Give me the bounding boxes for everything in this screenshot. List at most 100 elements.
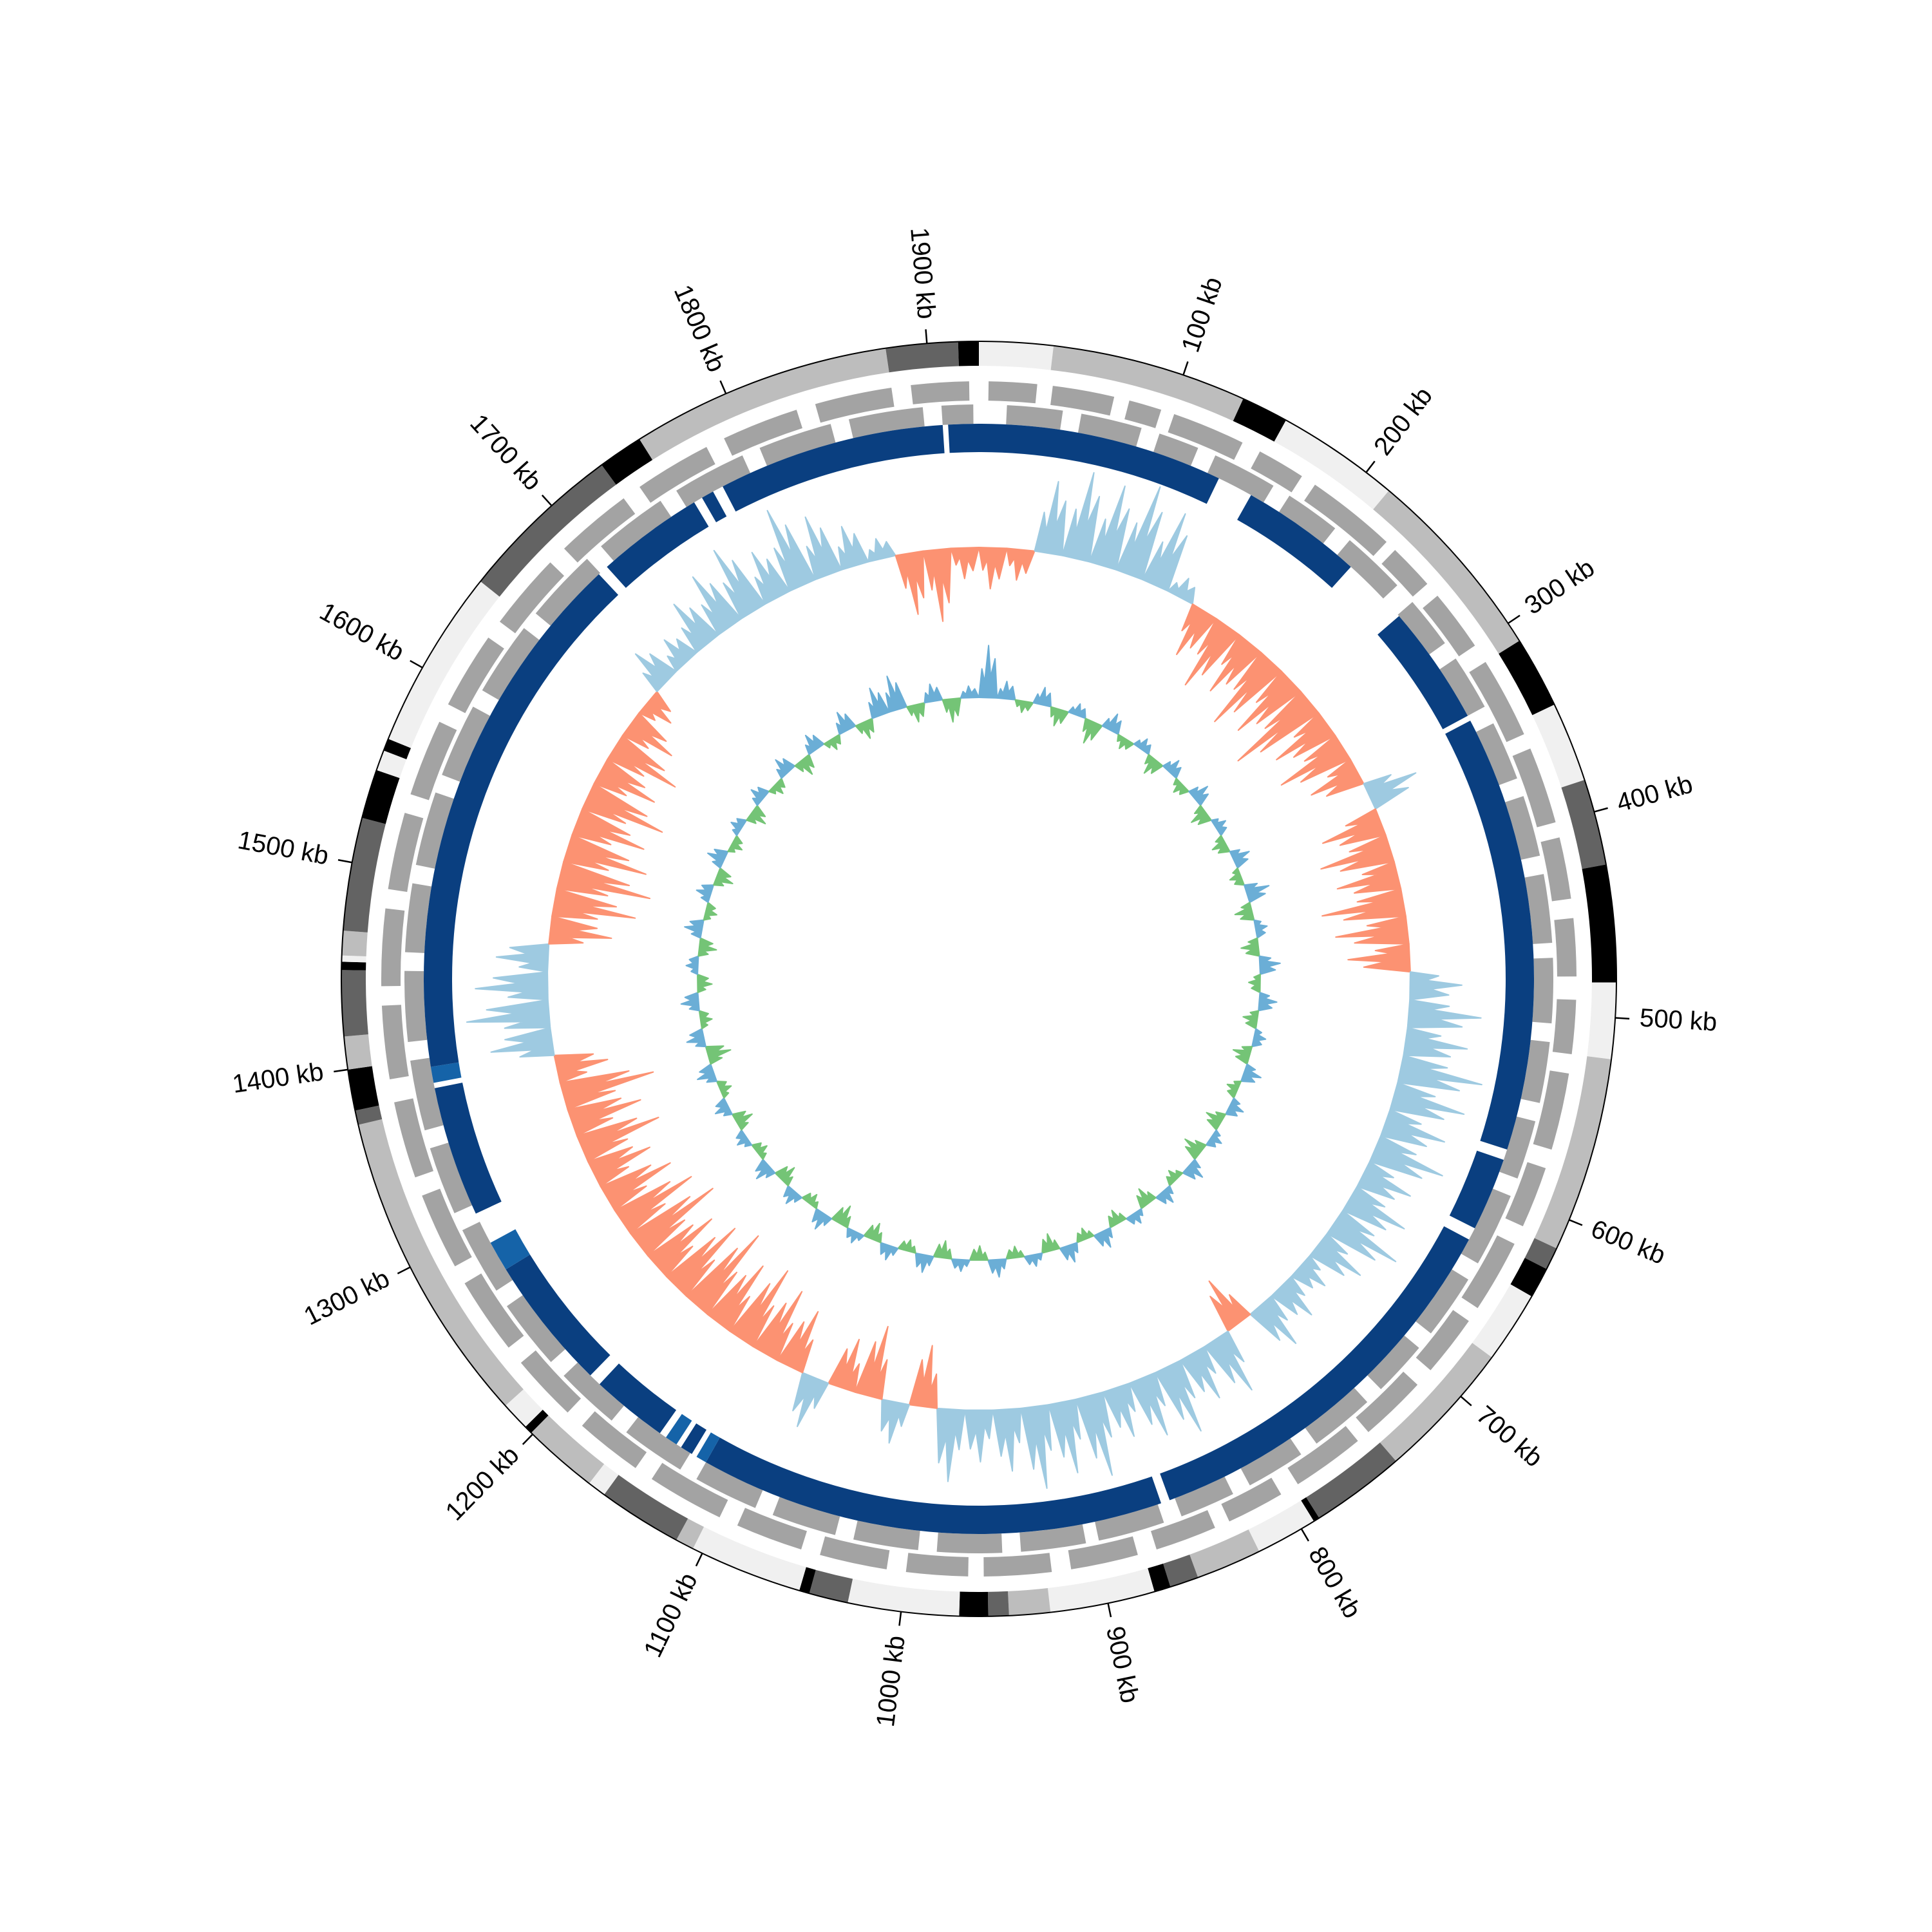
band [1379, 1343, 1492, 1461]
gc-skew-bar [1176, 603, 1217, 656]
gc-content-spike [1225, 1097, 1244, 1117]
gc-content-spike [1136, 1188, 1157, 1209]
gc-content-spike [1125, 1208, 1144, 1225]
tick-label: 1800 kb [668, 281, 731, 376]
gene [1520, 1039, 1550, 1103]
tick-mark [695, 1553, 703, 1567]
gene [1279, 495, 1336, 544]
gc-skew-bar [1271, 1276, 1312, 1316]
gene [1207, 455, 1274, 503]
gc-content-spike [1229, 849, 1250, 869]
band [383, 739, 412, 759]
tick-label: 1300 kb [299, 1264, 394, 1331]
gc-content-spike [1251, 1028, 1267, 1048]
gene [911, 381, 970, 404]
gc-content-spike [1117, 734, 1135, 750]
gc-content-spike [951, 1258, 971, 1273]
tick-mark [1615, 1017, 1630, 1020]
gc-skew-bar [706, 1265, 764, 1332]
gene [601, 500, 672, 561]
gc-content-spike [794, 753, 815, 775]
gc-content-spike [1242, 1010, 1260, 1030]
band [848, 1578, 960, 1616]
gc-content-spike [1226, 1081, 1242, 1099]
region [723, 424, 945, 512]
gc-skew-bar [559, 1070, 654, 1110]
gc-skew-bar [1088, 485, 1130, 571]
band [341, 955, 366, 963]
gene [1552, 999, 1577, 1055]
gc-skew-bar [1102, 1382, 1136, 1437]
gc-content-spike [1173, 777, 1190, 795]
gc-content-spike [715, 1081, 732, 1099]
gc-skew-bar [1179, 1345, 1220, 1399]
gene [1540, 837, 1571, 902]
gc-content-spike [923, 683, 943, 704]
gc-content-spike [1240, 937, 1260, 957]
gc-skew-bar [600, 1162, 671, 1211]
gc-skew-bar [1115, 486, 1163, 580]
gc-skew-bar [1342, 1186, 1405, 1231]
tick-mark [1508, 614, 1520, 624]
gene [1461, 1235, 1515, 1309]
gc-content-spike [1155, 1185, 1174, 1204]
gc-content-spike [1258, 955, 1281, 975]
band [809, 1569, 853, 1603]
gc-content-spike [863, 1222, 882, 1244]
gc-skew-bar [1406, 999, 1482, 1028]
gc-skew-bar [587, 1146, 650, 1188]
band [1301, 1497, 1320, 1522]
band [604, 1475, 688, 1540]
gene [820, 1536, 890, 1569]
gc-content-spike [755, 1159, 776, 1180]
gc-skew-bar [1214, 652, 1282, 723]
gc-skew-bar [1048, 1398, 1081, 1473]
band [799, 1567, 816, 1594]
tick-label: 600 kb [1587, 1215, 1669, 1270]
gc-skew-bar [551, 887, 636, 920]
gc-content-spike [730, 818, 748, 837]
gc-skew-bar [1363, 772, 1417, 810]
gc-content-spike [1082, 717, 1103, 744]
gc-skew-bar [751, 551, 791, 605]
gc-skew-bar [1280, 735, 1351, 786]
tick-label: 1500 kb [236, 826, 331, 870]
band [505, 1389, 543, 1427]
gene [1533, 1070, 1569, 1150]
region [702, 491, 727, 523]
gc-content-spike [1108, 1209, 1127, 1229]
gc-skew-bar [630, 1188, 714, 1256]
band [341, 970, 368, 1037]
gc-content-spike [713, 867, 734, 887]
gc-content-spike [1041, 1233, 1061, 1254]
gc-content-spike [698, 1010, 713, 1030]
gc-content-spike [1143, 753, 1164, 774]
gc-content-spike [897, 1239, 916, 1254]
gc-skew-bar [567, 1097, 641, 1137]
gc-content-spike [846, 1227, 865, 1244]
band [1532, 705, 1585, 788]
gc-skew-bar [752, 1291, 803, 1361]
gene [639, 447, 715, 503]
region [948, 424, 979, 453]
gc-skew-bar [663, 638, 697, 672]
gc-content-spike [684, 919, 705, 939]
gene [448, 637, 504, 714]
gc-skew-bar [713, 549, 766, 620]
gc-content-spike [714, 1097, 733, 1117]
gc-content-spike [731, 1110, 753, 1131]
gc-content-spike [1210, 818, 1227, 837]
band [341, 961, 366, 971]
gc-content-spike [996, 681, 1016, 701]
gene [941, 404, 974, 425]
gc-content-spike [1205, 1129, 1222, 1148]
gc-skew-bar [692, 576, 743, 636]
gene [1019, 1524, 1086, 1552]
gc-content-spike [942, 697, 961, 723]
gc-content-spike [1188, 786, 1209, 806]
gc-skew-bar [1291, 1255, 1326, 1289]
gc-content-spike [686, 1028, 706, 1048]
gc-skew-bar [792, 1372, 829, 1427]
gc-content-spike [978, 645, 998, 699]
